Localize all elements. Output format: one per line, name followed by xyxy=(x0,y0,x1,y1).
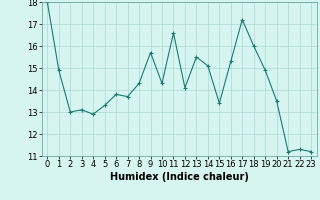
X-axis label: Humidex (Indice chaleur): Humidex (Indice chaleur) xyxy=(110,172,249,182)
